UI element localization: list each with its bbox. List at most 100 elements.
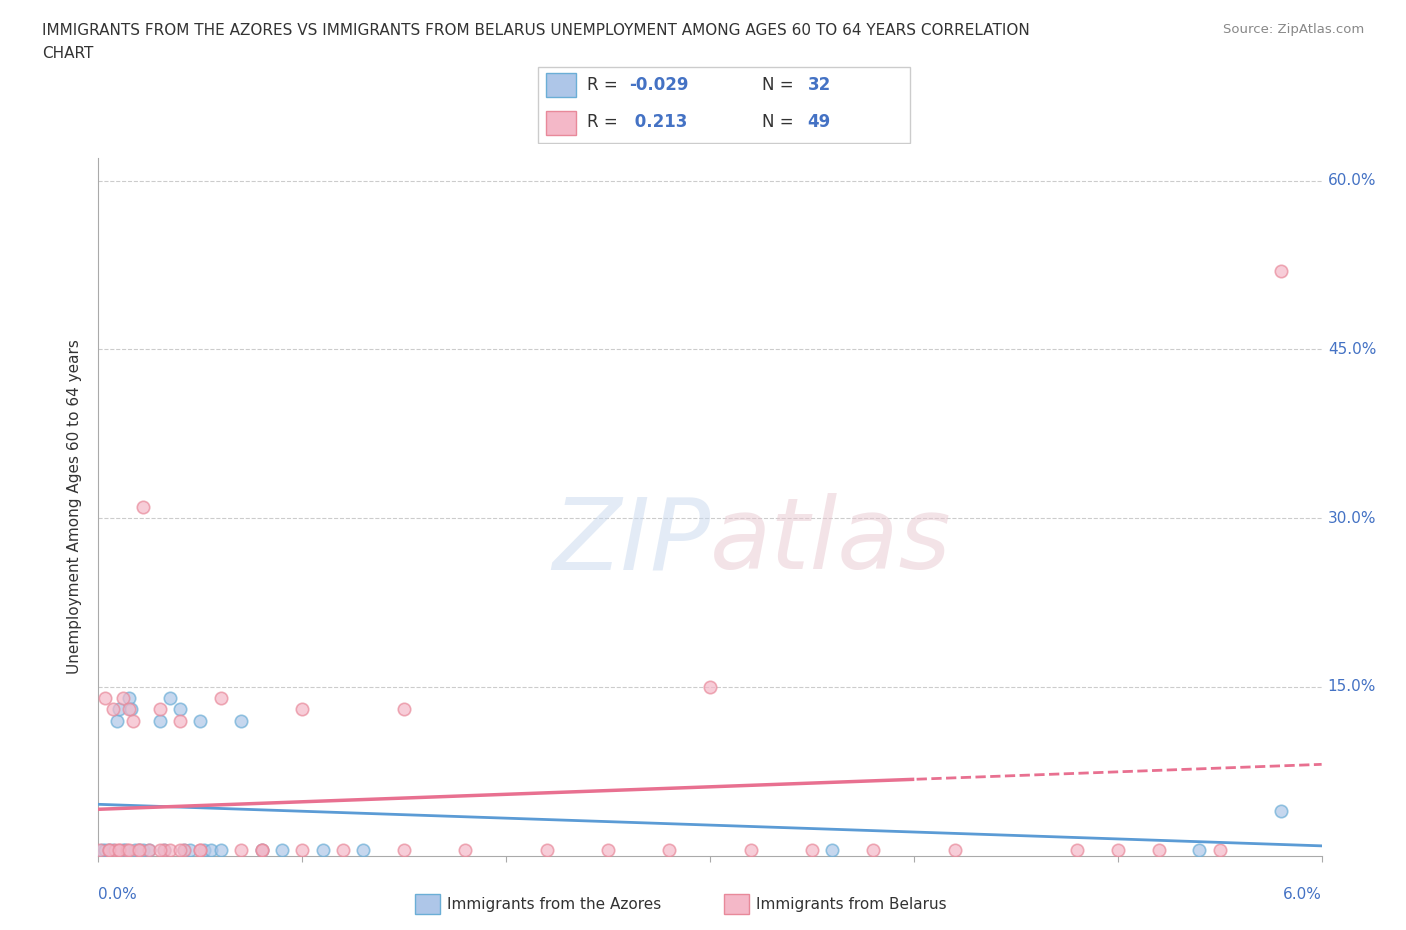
Text: Source: ZipAtlas.com: Source: ZipAtlas.com (1223, 23, 1364, 36)
Text: N =: N = (762, 113, 799, 131)
Text: 49: 49 (807, 113, 831, 131)
Point (115, 843, 138, 857)
Point (188, 843, 212, 857)
Text: Immigrants from the Azores: Immigrants from the Azores (447, 897, 661, 912)
Point (97, 843, 120, 857)
Bar (546, 73, 576, 97)
Point (105, 713, 128, 728)
Point (250, 843, 273, 857)
Text: atlas: atlas (710, 493, 952, 591)
Point (169, 702, 191, 717)
Point (97, 843, 120, 857)
Point (118, 843, 141, 857)
Point (1208, 843, 1232, 857)
Text: CHART: CHART (42, 46, 94, 61)
Point (132, 843, 155, 857)
Point (101, 702, 124, 717)
Text: ZIP: ZIP (551, 493, 710, 591)
Point (699, 680, 721, 695)
Point (108, 843, 131, 857)
Y-axis label: Unemployment Among Ages 60 to 64 years: Unemployment Among Ages 60 to 64 years (67, 339, 83, 674)
Point (138, 843, 160, 857)
Point (352, 843, 374, 857)
Point (91, 843, 114, 857)
Point (152, 843, 174, 857)
Point (250, 843, 273, 857)
Point (231, 713, 253, 728)
Point (169, 843, 191, 857)
Point (392, 702, 416, 717)
Point (159, 691, 181, 706)
Point (128, 843, 150, 857)
Point (108, 702, 131, 717)
Point (250, 843, 273, 857)
Point (93, 843, 115, 857)
Point (114, 843, 136, 857)
Point (120, 702, 142, 717)
Point (392, 843, 416, 857)
Point (801, 843, 824, 857)
Point (111, 843, 134, 857)
Point (188, 843, 212, 857)
Point (1188, 843, 1211, 857)
Point (149, 843, 172, 857)
Point (1270, 804, 1292, 818)
Text: R =: R = (588, 76, 623, 94)
Point (311, 843, 335, 857)
Text: IMMIGRANTS FROM THE AZORES VS IMMIGRANTS FROM BELARUS UNEMPLOYMENT AMONG AGES 60: IMMIGRANTS FROM THE AZORES VS IMMIGRANTS… (42, 23, 1031, 38)
Text: 45.0%: 45.0% (1327, 342, 1376, 357)
Point (118, 691, 141, 706)
Point (124, 843, 146, 857)
Text: 0.0%: 0.0% (98, 887, 138, 902)
Point (149, 713, 172, 728)
Point (111, 691, 134, 706)
Text: 0.213: 0.213 (630, 113, 688, 131)
Point (231, 843, 253, 857)
Point (209, 843, 232, 857)
Point (108, 843, 131, 857)
Point (169, 713, 191, 728)
Point (188, 713, 212, 728)
Point (89, 843, 111, 857)
Point (862, 843, 884, 857)
Point (598, 843, 620, 857)
Point (97, 843, 120, 857)
Point (173, 843, 195, 857)
Point (1066, 843, 1088, 857)
Point (943, 843, 966, 857)
FancyBboxPatch shape (538, 67, 910, 142)
Point (454, 843, 477, 857)
Point (270, 843, 292, 857)
Point (200, 843, 222, 857)
Point (740, 843, 762, 857)
Text: R =: R = (588, 113, 623, 131)
Point (536, 843, 558, 857)
Point (104, 843, 127, 857)
Point (658, 843, 681, 857)
Text: 15.0%: 15.0% (1327, 679, 1376, 695)
Point (193, 843, 215, 857)
Point (332, 843, 354, 857)
Text: 6.0%: 6.0% (1282, 887, 1322, 902)
Point (159, 843, 181, 857)
Text: Immigrants from Belarus: Immigrants from Belarus (756, 897, 948, 912)
Point (128, 843, 150, 857)
Text: 60.0%: 60.0% (1327, 173, 1376, 188)
Point (132, 499, 155, 514)
Point (138, 843, 160, 857)
Text: -0.029: -0.029 (630, 76, 689, 94)
Point (128, 843, 150, 857)
Text: 32: 32 (807, 76, 831, 94)
Point (149, 702, 172, 717)
Point (1147, 843, 1170, 857)
Point (291, 702, 314, 717)
Point (1107, 843, 1129, 857)
Point (209, 691, 232, 706)
Point (93, 691, 115, 706)
Bar (546, 111, 576, 135)
Point (173, 843, 195, 857)
Point (291, 843, 314, 857)
Point (118, 702, 141, 717)
Point (122, 713, 145, 728)
Text: N =: N = (762, 76, 799, 94)
